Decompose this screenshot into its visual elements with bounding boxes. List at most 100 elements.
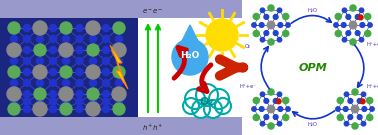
Circle shape xyxy=(337,97,343,104)
Circle shape xyxy=(360,23,365,27)
Circle shape xyxy=(259,107,264,111)
Circle shape xyxy=(116,80,122,87)
Circle shape xyxy=(351,105,359,113)
Circle shape xyxy=(273,15,278,19)
Circle shape xyxy=(283,97,289,104)
Circle shape xyxy=(344,122,349,126)
Circle shape xyxy=(112,87,126,101)
Circle shape xyxy=(76,68,83,75)
Circle shape xyxy=(264,99,269,103)
Text: O₂: O₂ xyxy=(245,45,251,50)
Circle shape xyxy=(278,107,283,111)
Circle shape xyxy=(268,89,274,95)
Circle shape xyxy=(7,43,21,57)
Circle shape xyxy=(277,92,282,97)
Circle shape xyxy=(102,36,110,43)
Circle shape xyxy=(76,90,83,97)
Text: $e^-$: $e^-$ xyxy=(143,7,153,16)
Circle shape xyxy=(264,15,269,19)
Circle shape xyxy=(60,22,72,34)
Circle shape xyxy=(267,21,275,29)
Circle shape xyxy=(361,122,366,126)
Circle shape xyxy=(253,14,259,20)
Circle shape xyxy=(368,23,372,27)
Bar xyxy=(0,0,138,18)
Circle shape xyxy=(62,36,70,43)
Text: $e^-$: $e^-$ xyxy=(152,7,164,16)
Circle shape xyxy=(86,65,100,79)
Circle shape xyxy=(102,90,110,97)
Bar xyxy=(0,18,138,117)
Text: O₂: O₂ xyxy=(200,97,214,107)
Circle shape xyxy=(33,65,47,79)
Circle shape xyxy=(62,98,70,105)
Bar xyxy=(138,0,242,18)
Circle shape xyxy=(23,90,31,97)
Text: H⁺+e⁻: H⁺+e⁻ xyxy=(366,85,378,90)
Circle shape xyxy=(8,66,20,78)
Polygon shape xyxy=(110,45,128,89)
Circle shape xyxy=(335,30,341,37)
Circle shape xyxy=(352,123,358,129)
Circle shape xyxy=(367,97,373,104)
Circle shape xyxy=(11,36,17,43)
Circle shape xyxy=(361,92,366,97)
Circle shape xyxy=(346,31,351,36)
Text: OPM: OPM xyxy=(299,63,327,73)
Circle shape xyxy=(50,46,56,53)
Circle shape xyxy=(86,21,100,35)
Circle shape xyxy=(283,30,289,37)
Circle shape xyxy=(273,31,278,36)
Circle shape xyxy=(37,98,43,105)
Text: $h^+$: $h^+$ xyxy=(152,123,164,133)
Circle shape xyxy=(33,102,47,116)
Circle shape xyxy=(37,36,43,43)
Circle shape xyxy=(341,23,346,27)
Circle shape xyxy=(50,105,56,112)
Circle shape xyxy=(260,122,265,126)
Circle shape xyxy=(365,14,371,20)
Circle shape xyxy=(206,19,238,51)
Circle shape xyxy=(34,44,46,56)
Circle shape xyxy=(336,107,340,111)
Circle shape xyxy=(343,107,348,111)
Circle shape xyxy=(286,23,290,27)
Circle shape xyxy=(357,99,362,103)
Circle shape xyxy=(11,58,17,65)
Circle shape xyxy=(365,30,371,37)
Circle shape xyxy=(50,80,56,87)
Circle shape xyxy=(283,14,289,20)
Circle shape xyxy=(87,44,99,56)
Circle shape xyxy=(23,24,31,31)
Circle shape xyxy=(34,88,46,100)
Circle shape xyxy=(102,98,110,105)
Circle shape xyxy=(253,114,259,121)
Circle shape xyxy=(276,99,281,104)
Circle shape xyxy=(86,102,100,116)
Circle shape xyxy=(264,31,269,36)
Circle shape xyxy=(76,24,83,31)
Circle shape xyxy=(357,115,362,119)
Circle shape xyxy=(62,58,70,65)
Circle shape xyxy=(253,97,259,104)
Circle shape xyxy=(358,15,363,20)
Circle shape xyxy=(33,21,47,35)
Circle shape xyxy=(76,36,83,43)
Circle shape xyxy=(8,103,20,115)
Circle shape xyxy=(102,46,110,53)
Circle shape xyxy=(11,80,17,87)
Circle shape xyxy=(350,5,356,11)
Circle shape xyxy=(8,22,20,34)
Circle shape xyxy=(348,115,353,119)
Circle shape xyxy=(344,92,349,97)
Circle shape xyxy=(252,107,256,111)
Text: H⁺+e⁻: H⁺+e⁻ xyxy=(366,43,378,48)
Circle shape xyxy=(102,80,110,87)
Circle shape xyxy=(362,107,367,111)
Circle shape xyxy=(113,22,125,34)
Circle shape xyxy=(50,68,56,75)
Circle shape xyxy=(253,30,259,37)
Text: H₂O: H₂O xyxy=(180,51,200,60)
Circle shape xyxy=(50,24,56,31)
Circle shape xyxy=(116,58,122,65)
